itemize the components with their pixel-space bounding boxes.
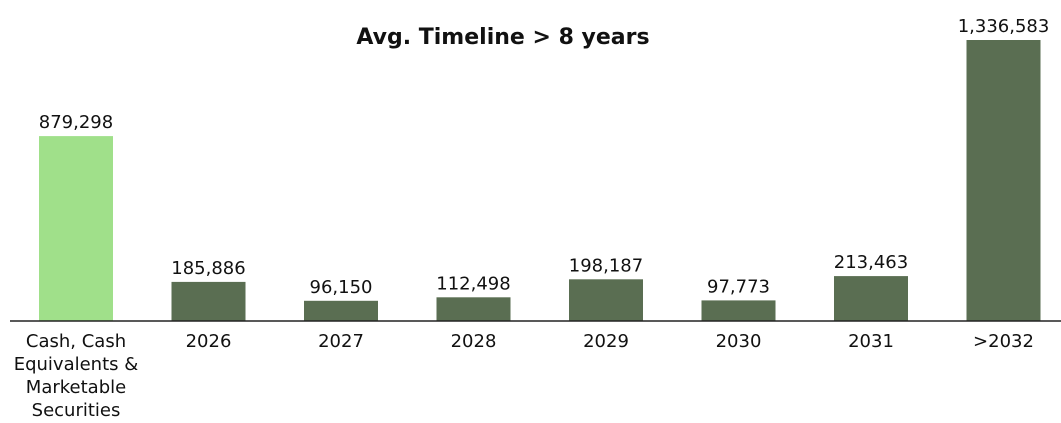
value-label-4: 198,187: [569, 255, 643, 276]
x-tick-label-5: 2030: [716, 331, 762, 352]
bar-3: [436, 297, 511, 321]
value-label-3: 112,498: [436, 273, 510, 294]
bar-0: [39, 136, 113, 321]
x-tick-label-4: 2029: [583, 331, 629, 352]
bar-4: [569, 279, 643, 321]
x-tick-label-1: 2026: [186, 331, 232, 352]
x-tick-label-0: Cash, Cash Equivalents & Marketable Securit…: [14, 331, 139, 421]
value-label-0: 879,298: [39, 112, 113, 133]
bar-5: [701, 300, 776, 321]
value-labels-group: 879,298 185,886 96,150 112,498 198,187 97,773…: [39, 16, 1050, 298]
bar-1: [171, 281, 246, 321]
bars-group: [39, 40, 1041, 321]
bar-6: [834, 276, 908, 321]
x-tick-label-7: >2032: [973, 331, 1034, 352]
bar-2: [304, 300, 378, 321]
value-label-6: 213,463: [834, 252, 908, 273]
x-tick-label-2: 2027: [318, 331, 364, 352]
x-tick-label-3: 2028: [451, 331, 497, 352]
x-tick-labels-group: Cash, Cash Equivalents & Marketable Securit…: [14, 331, 1034, 421]
x-tick-label-6: 2031: [848, 331, 894, 352]
value-label-2: 96,150: [310, 277, 373, 298]
value-label-1: 185,886: [171, 258, 245, 279]
chart-title: Avg. Timeline > 8 years: [356, 25, 649, 50]
value-label-5: 97,773: [707, 276, 770, 297]
value-label-7: 1,336,583: [958, 16, 1050, 37]
bar-7: [966, 40, 1041, 321]
